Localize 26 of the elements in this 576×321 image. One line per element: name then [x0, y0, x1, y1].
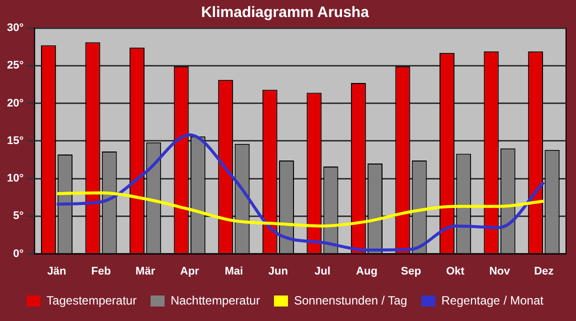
y-tick-label: 10° — [6, 172, 24, 185]
legend-label: Regentage / Monat — [441, 293, 544, 308]
y-tick-label: 25° — [6, 60, 24, 72]
legend-label: Tagestemperatur — [46, 293, 137, 308]
x-tick-label: Apr — [180, 265, 200, 278]
chart-title: Klimadiagramm Arusha — [201, 4, 370, 22]
line-series — [55, 191, 546, 228]
x-tick-label: Mär — [136, 265, 156, 278]
legend-label: Sonnenstunden / Tag — [294, 293, 408, 308]
x-tick-label: Dez — [534, 265, 554, 278]
y-tick-label: 30° — [6, 22, 24, 34]
legend-label: Nachttemperatur — [170, 293, 260, 308]
y-tick-label: 15° — [6, 134, 24, 147]
x-tick-label: Nov — [489, 265, 511, 278]
x-tick-label: Jän — [47, 265, 67, 278]
line-series — [55, 133, 546, 252]
x-tick-label: Jul — [314, 265, 330, 278]
x-tick-label: Aug — [356, 265, 378, 278]
y-tick-label: 0° — [13, 248, 24, 260]
x-tick-label: Okt — [446, 265, 465, 278]
x-tick-label: Feb — [91, 265, 112, 278]
x-tick-label: Jun — [268, 265, 288, 278]
x-tick-label: Mai — [224, 265, 244, 278]
y-tick-label: 20° — [6, 97, 24, 110]
y-tick-label: 5° — [13, 210, 24, 222]
x-tick-label: Sep — [400, 265, 422, 278]
